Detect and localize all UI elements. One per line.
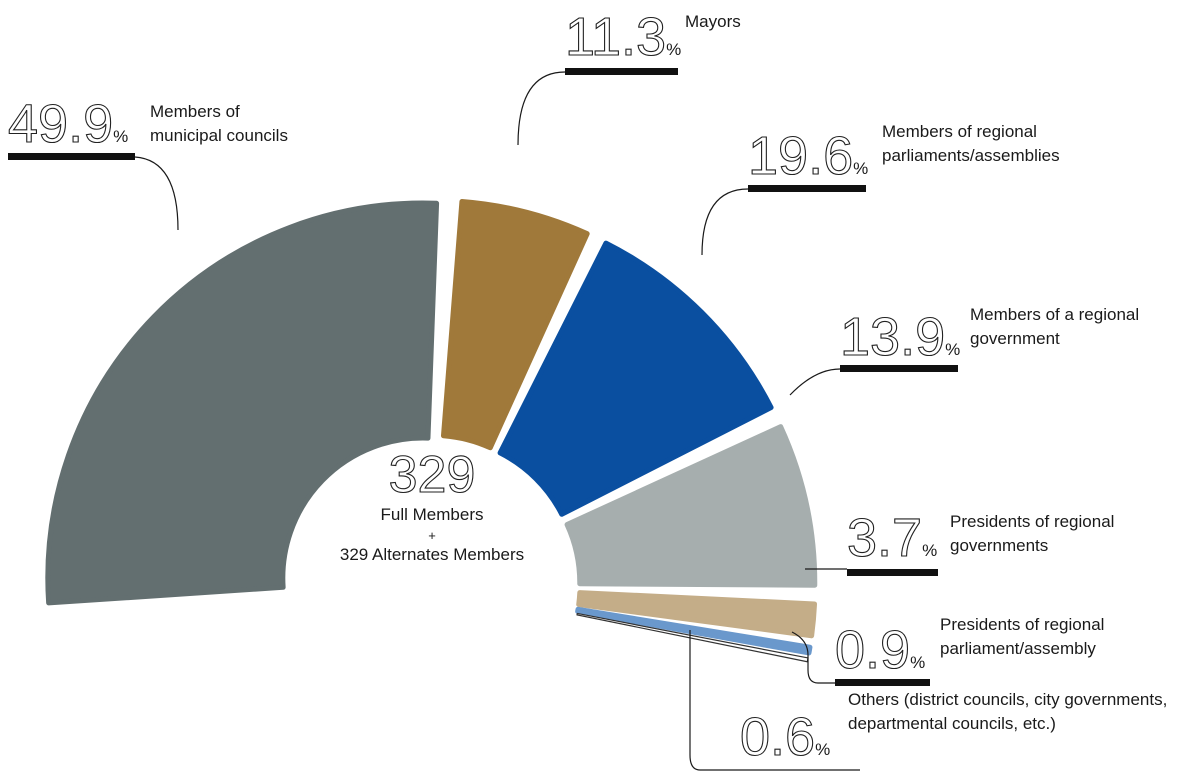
- leader-line: [134, 156, 179, 231]
- value-unit: %: [910, 653, 925, 672]
- center-label: +: [428, 528, 436, 543]
- category-label: Members of: [150, 102, 240, 121]
- category-label: parliaments/assemblies: [882, 146, 1060, 165]
- value-unit: %: [815, 740, 830, 759]
- value-unit: %: [666, 40, 681, 59]
- value-label: 13.9%: [840, 307, 960, 367]
- category-label: Others (district councils, city governme…: [848, 690, 1167, 709]
- value-label: 0.6%: [740, 707, 830, 767]
- label-bar: [8, 153, 135, 160]
- value-label: 0.9%: [835, 620, 925, 680]
- value-number: 13.9: [840, 307, 945, 367]
- value-unit: %: [945, 340, 960, 359]
- value-unit: %: [853, 159, 868, 178]
- label-bar: [748, 185, 866, 192]
- label-bar: [840, 365, 958, 372]
- value-number: 49.9: [8, 94, 113, 154]
- category-label: Presidents of regional: [950, 512, 1114, 531]
- category-label: Mayors: [685, 12, 741, 31]
- category-label: departmental councils, etc.): [848, 714, 1056, 733]
- value-label: 3.7%: [847, 508, 937, 568]
- value-unit: %: [113, 127, 128, 146]
- category-label: Members of regional: [882, 122, 1037, 141]
- value-number: 19.6: [748, 126, 853, 186]
- segment: [45, 200, 440, 606]
- leader-line: [791, 631, 835, 684]
- value-label: 11.3%: [565, 7, 681, 67]
- leader-line: [689, 630, 860, 771]
- label-bar: [835, 679, 930, 686]
- category-label: governments: [950, 536, 1048, 555]
- value-number: 0.9: [835, 620, 910, 680]
- segment: [497, 240, 774, 517]
- leader-line: [517, 71, 566, 146]
- segment: [576, 590, 818, 639]
- value-number: 11.3: [565, 7, 666, 67]
- segment: [575, 606, 813, 656]
- value-label: 49.9%: [8, 94, 128, 154]
- category-label: parliament/assembly: [940, 639, 1096, 658]
- value-number: 3.7: [847, 508, 922, 568]
- leader-line: [701, 188, 749, 256]
- segment: [564, 424, 818, 588]
- category-label: Presidents of regional: [940, 615, 1104, 634]
- label-bar: [565, 68, 678, 75]
- value-number: 0.6: [740, 707, 815, 767]
- category-label: municipal councils: [150, 126, 288, 145]
- category-label: Members of a regional: [970, 305, 1139, 324]
- center-value: 329: [389, 446, 476, 504]
- value-label: 19.6%: [748, 126, 868, 186]
- center-label: 329 Alternates Members: [340, 545, 524, 564]
- segment: [440, 198, 590, 451]
- category-label: government: [970, 329, 1060, 348]
- leader-line: [789, 368, 841, 396]
- center-label: Full Members: [381, 505, 484, 524]
- value-unit: %: [922, 541, 937, 560]
- label-bar: [847, 569, 938, 576]
